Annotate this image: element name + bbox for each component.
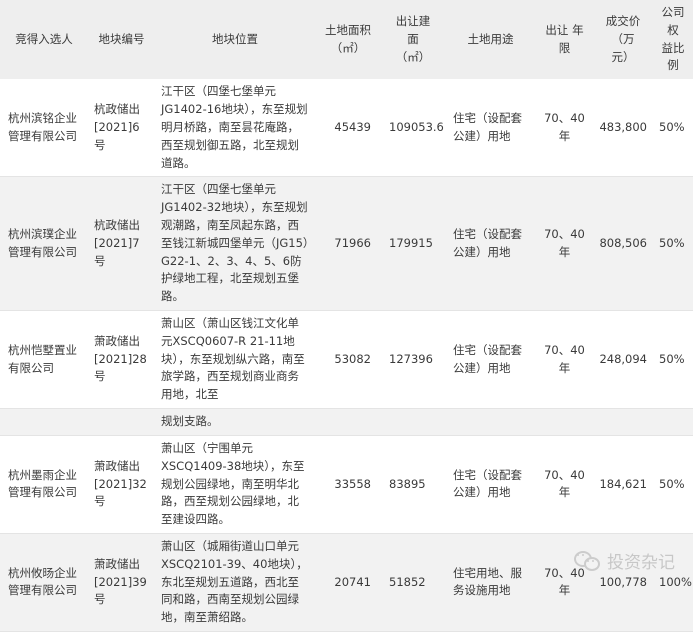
cell-location: 江干区（四堡七堡单元JG1402-16地块），东至规划明月桥路，南至昙花庵路，西…: [161, 84, 308, 170]
column-header-line: 竞得入选人: [15, 31, 73, 46]
column-header-line: （㎡）: [395, 49, 431, 64]
cell-bidder: [0, 409, 88, 436]
column-header-label: 公司权 益比例: [659, 4, 687, 75]
cell-term: 70、40年: [544, 226, 585, 259]
cell-location: 萧山区（宁围单元XSCQ1409-38地块），东至规划公园绿地，南至明华北路，西…: [161, 440, 305, 527]
cell-use: 住宅用地、服务设施用地: [453, 565, 522, 598]
cell-parcelno: [88, 409, 155, 436]
column-header-line: 地块编号: [98, 31, 145, 46]
column-header-label: 地块编号: [94, 31, 149, 49]
column-header-line: （万: [611, 31, 635, 46]
column-header-line: 元）: [611, 49, 635, 64]
cell-location: 规划支路。: [161, 414, 219, 429]
cell-equity: 100%: [659, 574, 692, 589]
cell-use: [445, 409, 536, 436]
column-header-line: 出让 年: [545, 22, 584, 37]
cell-use: 住宅（设配套公建）用地: [453, 342, 522, 375]
column-header-label: 地块位置: [161, 31, 309, 49]
cell-parcelno: 萧政储出[2021]39号: [94, 556, 147, 607]
cell-use: 住宅（设配套公建）用地: [453, 110, 522, 143]
cell-use: 住宅（设配套公建）用地: [453, 226, 522, 259]
cell-area: 45439: [334, 119, 371, 134]
cell-parcelno: 杭政储出[2021]6号: [94, 102, 140, 152]
cell-price: 483,800: [599, 119, 647, 134]
cell-equity: 50%: [659, 235, 685, 250]
cell-price: 100,778: [599, 574, 647, 589]
cell-bidder: 杭州攸旸企业管理有限公司: [8, 565, 77, 598]
column-header-line: 益比例: [661, 40, 685, 73]
cell-area: 20741: [334, 574, 371, 589]
column-header-label: 土地面积 （㎡）: [321, 22, 375, 58]
column-header-line: 面: [407, 31, 419, 46]
cell-price: 184,621: [599, 476, 647, 491]
table-row: 杭州攸旸企业管理有限公司 萧政储出[2021]39号 萧山区（城厢街道山口单元XSC…: [0, 533, 693, 632]
cell-bidder: 杭州恺墅置业有限公司: [8, 342, 77, 375]
cell-equity: 50%: [659, 351, 685, 366]
cell-price: 248,094: [599, 351, 647, 366]
cell-area: 53082: [334, 351, 371, 366]
column-header-line: 成交价: [605, 13, 641, 28]
table-row: 规划支路。: [0, 408, 693, 436]
table-body: 杭州滨铭企业管理有限公司 杭政储出[2021]6号 江干区（四堡七堡单元JG1402…: [0, 79, 693, 632]
table-row: 杭州滨璞企业管理有限公司 杭政储出[2021]7号 江干区（四堡七堡单元JG1402…: [0, 176, 693, 311]
column-header-line: 土地面积: [325, 22, 371, 37]
column-header-bidder: 竞得入选人: [0, 0, 88, 79]
column-header-location: 地块位置: [155, 0, 315, 79]
column-header-line: 土地用途: [467, 31, 514, 46]
cell-term: 70、40年: [544, 467, 585, 500]
cell-term: [536, 409, 593, 436]
cell-term: 70、40年: [544, 110, 585, 143]
cell-location: 江干区（四堡七堡单元JG1402-32地块），东至规划观潮路，南至凤起东路，西至…: [161, 182, 309, 304]
column-header-gfa: 出让建面 （㎡）: [381, 0, 445, 79]
cell-gfa: 83895: [389, 476, 426, 491]
column-header-price: 成交价 （万元）: [593, 0, 653, 79]
cell-area: 71966: [334, 235, 371, 250]
cell-gfa: 179915: [389, 235, 433, 250]
table-header: 竞得入选人 地块编号 地块位置 土地面积 （㎡） 出让建面 （㎡） 土地用途 出让 年限 成交价 （…: [0, 0, 693, 80]
cell-gfa: 109053.6: [389, 119, 444, 134]
cell-price: 808,506: [599, 235, 647, 250]
cell-term: 70、40年: [544, 565, 585, 598]
cell-equity: [653, 409, 693, 436]
column-header-parcelno: 地块编号: [88, 0, 155, 79]
cell-gfa: 127396: [389, 351, 433, 366]
column-header-line: 地块位置: [212, 31, 258, 46]
cell-bidder: 杭州墨雨企业管理有限公司: [8, 467, 77, 500]
cell-gfa: [381, 409, 445, 436]
header-row: 竞得入选人 地块编号 地块位置 土地面积 （㎡） 出让建面 （㎡） 土地用途 出让 年限 成交价 （…: [0, 0, 693, 80]
cell-location: 萧山区（萧山区钱江文化单元XSCQ0607-R 21-11地块），东至规划纵六路…: [161, 316, 305, 402]
cell-parcelno: 萧政储出[2021]32号: [94, 458, 147, 509]
column-header-label: 出让 年限: [542, 22, 587, 58]
column-header-line: （㎡）: [330, 40, 366, 55]
column-header-label: 竞得入选人: [6, 31, 82, 49]
cell-term: 70、40年: [544, 342, 585, 375]
table-row: 杭州滨铭企业管理有限公司 杭政储出[2021]6号 江干区（四堡七堡单元JG1402…: [0, 79, 693, 177]
table-row: 杭州恺墅置业有限公司 萧政储出[2021]28号 萧山区（萧山区钱江文化单元XSCQ…: [0, 310, 693, 409]
cell-location: 萧山区（城厢街道山口单元XSCQ2101-39、40地块），东北至规划五道路，西…: [161, 538, 308, 625]
column-header-area: 土地面积 （㎡）: [315, 0, 381, 79]
cell-equity: 50%: [659, 476, 685, 491]
cell-area: [315, 409, 381, 436]
cell-gfa: 51852: [389, 574, 426, 589]
cell-parcelno: 萧政储出[2021]28号: [94, 333, 147, 384]
cell-bidder: 杭州滨璞企业管理有限公司: [8, 226, 77, 259]
column-header-label: 成交价 （万元）: [599, 13, 647, 66]
cell-price: [593, 409, 653, 436]
column-header-term: 出让 年限: [536, 0, 593, 79]
column-header-line: 限: [558, 40, 571, 55]
column-header-use: 土地用途: [445, 0, 536, 79]
column-header-label: 土地用途: [451, 31, 530, 49]
cell-area: 33558: [334, 476, 371, 491]
column-header-equity: 公司权 益比例: [653, 0, 693, 79]
cell-equity: 50%: [659, 119, 685, 134]
cell-use: 住宅（设配套公建）用地: [453, 467, 522, 500]
column-header-line: 出让建: [395, 13, 431, 28]
table-row: 杭州墨雨企业管理有限公司 萧政储出[2021]32号 萧山区（宁围单元XSCQ140…: [0, 435, 693, 534]
cell-bidder: 杭州滨铭企业管理有限公司: [8, 110, 77, 143]
column-header-label: 出让建面 （㎡）: [387, 13, 439, 66]
cell-parcelno: 杭政储出[2021]7号: [94, 217, 140, 268]
column-header-line: 公司权: [661, 5, 685, 37]
